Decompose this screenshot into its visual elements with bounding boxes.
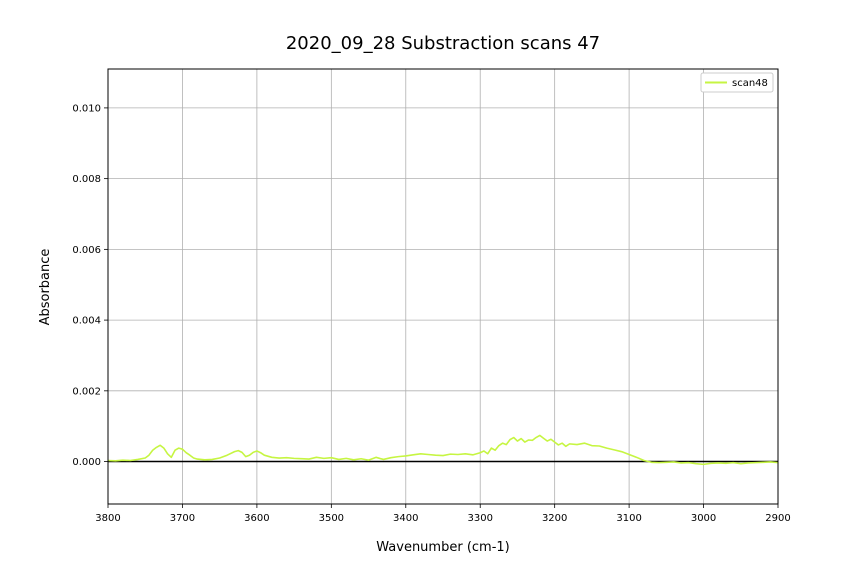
x-tick-label: 2900 — [765, 513, 790, 524]
plot-frame — [107, 68, 779, 505]
grid — [107, 69, 779, 504]
x-tick-label: 3800 — [95, 513, 120, 524]
x-tick-label: 3000 — [691, 513, 716, 524]
y-tick-label: 0.004 — [72, 316, 101, 327]
y-tick-label: 0.000 — [72, 457, 101, 468]
x-tick-label: 3200 — [542, 513, 567, 524]
legend-box — [700, 72, 774, 93]
legend-label-scan48: scan48 — [732, 78, 768, 89]
x-tick-label: 3600 — [244, 513, 269, 524]
x-tick-label: 3700 — [170, 513, 195, 524]
x-tick-label: 3500 — [319, 513, 344, 524]
legend: scan48 — [700, 72, 774, 93]
y-tick-label: 0.010 — [72, 103, 101, 114]
series-layer — [107, 434, 779, 466]
series-line-scan48 — [107, 434, 779, 466]
x-axis-label: Wavenumber (cm-1) — [376, 540, 509, 555]
x-tick-label: 3400 — [393, 513, 418, 524]
y-tick-label: 0.006 — [72, 245, 101, 256]
chart-title: 2020_09_28 Substraction scans 47 — [286, 33, 600, 54]
y-tick-label: 0.002 — [72, 386, 101, 397]
x-axis-ticks: 3800 3700 3600 3500 3400 3300 3200 3100 3000 2900 — [95, 504, 791, 524]
x-tick-label: 3300 — [467, 513, 492, 524]
x-tick-label: 3100 — [616, 513, 641, 524]
y-axis-ticks: 0.000 0.002 0.004 0.006 0.008 0.010 — [72, 103, 108, 468]
y-axis-label: Absorbance — [38, 249, 53, 326]
y-tick-label: 0.008 — [72, 174, 101, 185]
